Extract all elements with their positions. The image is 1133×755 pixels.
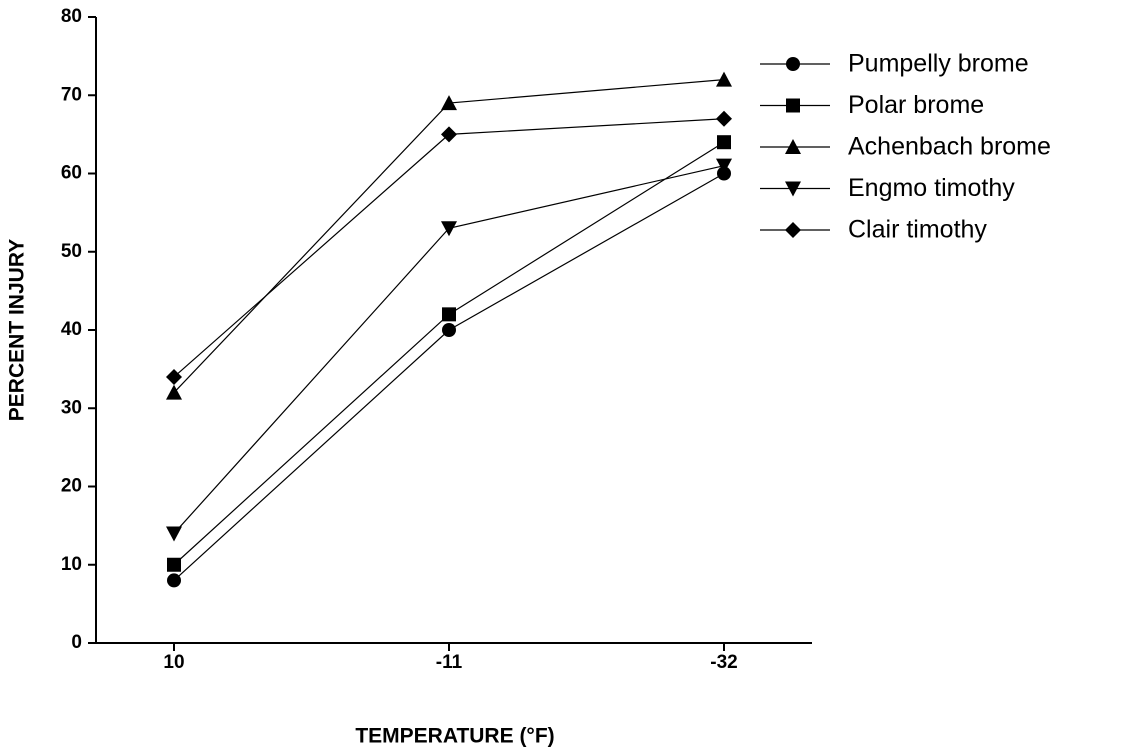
data-point	[441, 221, 457, 237]
legend-marker	[786, 98, 800, 113]
y-tick-label: 30	[61, 397, 82, 418]
data-point	[166, 368, 182, 385]
data-point	[166, 384, 182, 400]
legend-marker	[785, 181, 801, 197]
legend-label: Achenbach brome	[848, 133, 1051, 161]
series-line	[173, 118, 725, 378]
legend-marker	[786, 57, 800, 71]
legend-marker	[785, 139, 801, 154]
data-point	[441, 126, 457, 143]
y-tick-label: 10	[61, 554, 82, 575]
legend-label: Engmo timothy	[848, 174, 1015, 202]
data-point	[717, 135, 731, 150]
legend-label: Clair timothy	[848, 216, 987, 244]
series-line	[173, 141, 725, 566]
data-point	[167, 557, 181, 572]
y-tick-label: 80	[61, 6, 82, 27]
data-point	[167, 573, 181, 588]
y-tick-label: 50	[61, 241, 82, 262]
y-tick-label: 60	[61, 163, 82, 184]
y-tick-label: 70	[61, 84, 82, 105]
y-tick-label: 20	[61, 476, 82, 497]
data-point	[166, 526, 182, 542]
legend-marker	[785, 222, 801, 238]
data-point	[442, 307, 456, 322]
x-tick-label: 10	[163, 652, 184, 673]
y-tick-label: 0	[71, 632, 82, 653]
x-tick-label: -11	[436, 652, 463, 673]
y-axis-title: PERCENT INJURY	[6, 239, 29, 421]
x-axis-title: TEMPERATURE (°F)	[355, 725, 554, 748]
data-point	[441, 95, 457, 111]
data-point	[716, 71, 732, 87]
data-point	[716, 158, 732, 174]
data-point	[716, 110, 732, 127]
legend-label: Pumpelly brome	[848, 50, 1029, 78]
y-tick-label: 40	[61, 319, 82, 340]
legend-label: Polar brome	[848, 91, 984, 119]
data-point	[442, 323, 456, 337]
x-tick-label: -32	[710, 652, 737, 673]
